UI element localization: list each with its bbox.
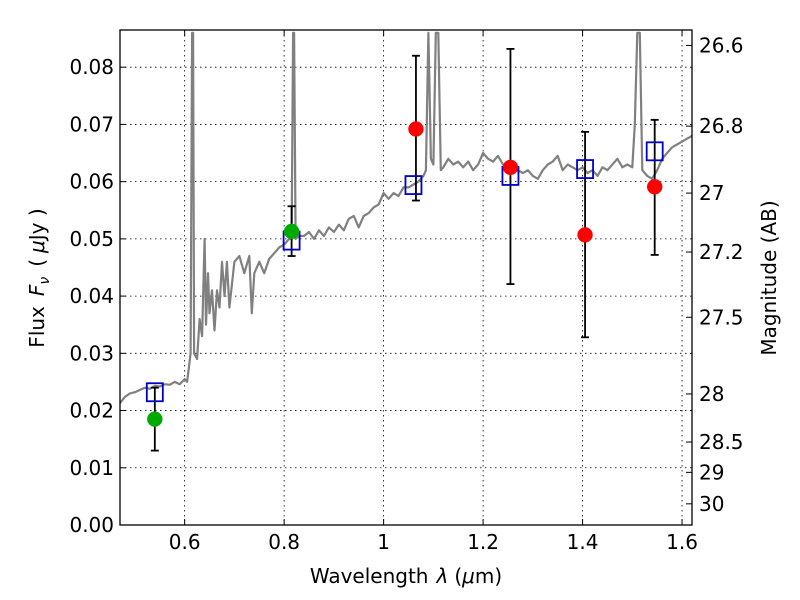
y-tick-labels: 0.00 0.01 0.02 0.03 0.04 0.05 0.06 0.07 0.08	[69, 55, 114, 537]
x-tick-labels: 0.6 0.8 1 1.2 1.4 1.6	[169, 530, 698, 554]
x-tick-label: 1.4	[567, 530, 599, 554]
model-flux-square	[404, 175, 423, 195]
model-flux-square	[576, 159, 594, 179]
y-axis-mu: μ	[25, 240, 49, 254]
grid-lines	[120, 30, 692, 525]
model-flux-square	[645, 141, 664, 162]
magnitude-tick-label: 29	[699, 460, 724, 484]
x-tick-label: 0.6	[169, 530, 201, 554]
model-flux-square	[145, 382, 164, 403]
magnitude-tick-label: 26.6	[699, 33, 744, 57]
y-tick-label: 0.03	[69, 341, 114, 365]
x-tick-label: 0.8	[268, 530, 300, 554]
magnitude-tick-label: 28	[699, 382, 724, 406]
plot-background	[120, 30, 692, 525]
y-tick-label: 0.08	[69, 55, 114, 79]
magnitude-tick-label: 28.5	[699, 430, 744, 454]
magnitude-tick-label: 26.8	[699, 114, 744, 138]
y-tick-label: 0.07	[69, 112, 114, 136]
x-axis-label-text: Wavelength	[310, 564, 429, 588]
data-layer	[120, 31, 692, 452]
x-axis-lambda: λ	[435, 564, 448, 588]
y-tick-label: 0.02	[69, 399, 114, 423]
x-tick-label: 1.2	[467, 530, 499, 554]
y-axis-F: F	[25, 284, 49, 296]
magnitude-tick-label: 27	[699, 181, 724, 205]
y-tick-label: 0.06	[69, 170, 114, 194]
observed-flux-point	[646, 179, 663, 195]
x-axis-unit-close: m)	[475, 564, 502, 588]
x-axis-title: Wavelength λ (μm)	[310, 564, 502, 588]
y-axis-title: Flux Fν ( μJy )	[25, 208, 53, 347]
y-tick-label: 0.01	[69, 456, 114, 480]
magnitude-tick-label: 30	[699, 492, 724, 516]
x-axis-unit-open: (	[454, 564, 462, 588]
y2-axis-title: Magnitude (AB)	[757, 200, 781, 355]
sed-spectrum-line	[120, 31, 692, 404]
y-tick-label: 0.05	[69, 227, 114, 251]
magnitude-tick-labels: 26.6 26.8 27 27.2 27.5 28 28.5 29 30	[699, 33, 744, 515]
x-axis-mu: μ	[461, 564, 475, 588]
observed-flux-point	[283, 223, 300, 240]
observed-flux-point	[502, 159, 519, 176]
x-tick-label: 1	[377, 530, 390, 554]
observed-flux-point	[408, 121, 424, 137]
y-tick-label: 0.00	[69, 513, 114, 537]
y-tick-label: 0.04	[69, 284, 114, 308]
observed-photometry-markers	[147, 121, 663, 427]
y-axis-label-text: Flux	[25, 306, 49, 348]
plot-frame	[119, 29, 693, 526]
x-tick-label: 1.6	[666, 530, 698, 554]
observed-flux-point	[147, 411, 163, 427]
magnitude-tick-label: 27.2	[699, 240, 744, 264]
y-axis-unit-open: (	[25, 259, 49, 267]
axis-ticks	[120, 30, 692, 526]
magnitude-tick-label: 27.5	[699, 305, 744, 329]
y-axis-unit-close: Jy )	[25, 208, 49, 242]
observed-flux-point	[577, 227, 593, 243]
y-axis-nu: ν	[37, 277, 53, 285]
